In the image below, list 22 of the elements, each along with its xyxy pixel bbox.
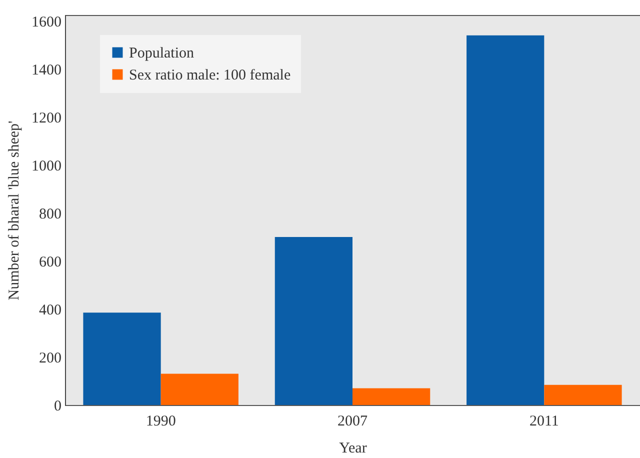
x-axis-title: Year: [339, 440, 367, 456]
y-tick-label: 200: [39, 350, 62, 366]
x-tick-label: 1990: [146, 414, 176, 430]
y-tick-label: 400: [39, 302, 62, 318]
legend-label: Population: [129, 46, 194, 62]
bar: [466, 35, 544, 405]
bar: [544, 384, 622, 405]
y-tick-label: 1200: [32, 110, 62, 126]
x-tick-label: 2007: [338, 414, 368, 430]
bar: [160, 374, 238, 405]
y-axis-title: Number of bharal 'blue sheep': [6, 120, 22, 300]
bar: [83, 312, 161, 405]
y-tick-label: 1600: [32, 14, 62, 30]
y-tick-label: 1000: [32, 158, 62, 174]
legend-label: Sex ratio male: 100 female: [129, 68, 291, 84]
y-tick-label: 600: [39, 254, 62, 270]
x-tick-label: 2011: [529, 414, 559, 430]
bar: [274, 237, 352, 405]
y-tick-label: 1400: [32, 62, 62, 78]
y-tick-label: 0: [54, 398, 62, 414]
y-tick-label: 800: [39, 206, 62, 222]
bar: [352, 388, 430, 405]
